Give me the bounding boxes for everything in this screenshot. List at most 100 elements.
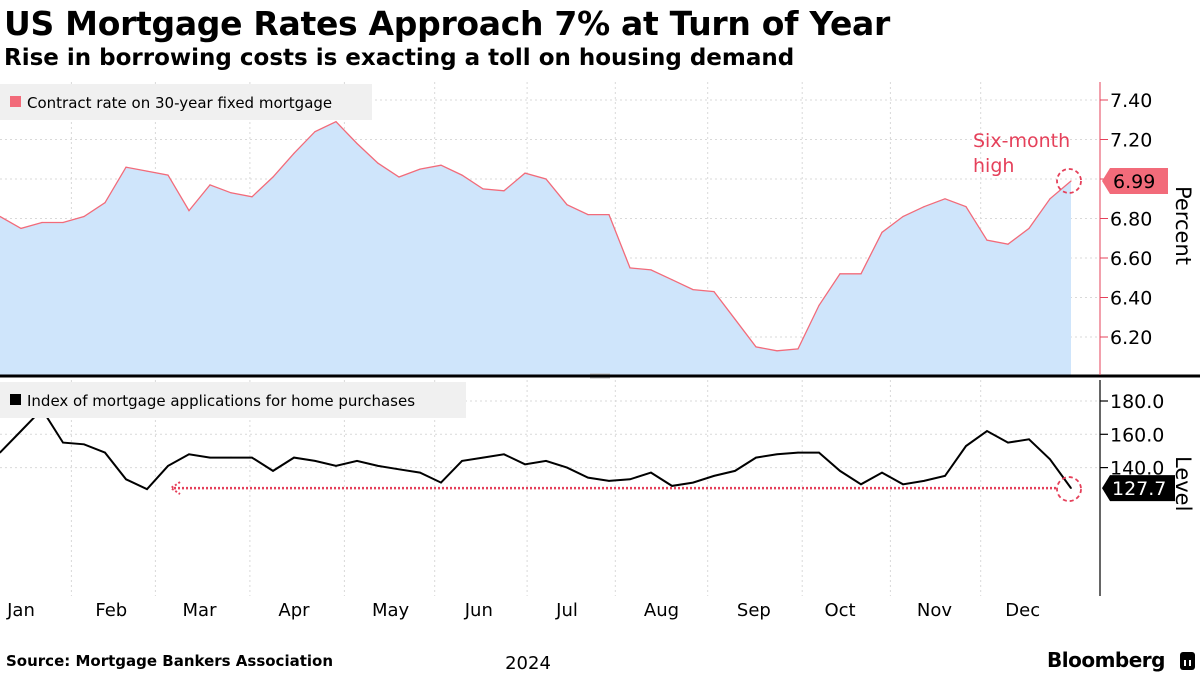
index-point-12 <box>251 456 253 459</box>
rate-point-21 <box>440 164 442 166</box>
rate-point-41 <box>860 273 862 275</box>
rate-point-5 <box>104 202 106 204</box>
month-label-may: May <box>372 600 410 621</box>
rate-point-12 <box>251 196 253 198</box>
index-point-49 <box>1028 438 1030 441</box>
rate-point-49 <box>1028 227 1030 229</box>
index-axis-title: Level <box>1171 456 1195 511</box>
index-point-50 <box>1049 458 1051 461</box>
index-legend-box <box>0 382 466 418</box>
rate-tick-label-5: 6.40 <box>1110 288 1152 310</box>
rate-point-39 <box>818 304 820 306</box>
index-point-41 <box>860 483 862 486</box>
rate-tick-label-1: 7.20 <box>1110 130 1152 152</box>
rate-point-51 <box>1070 180 1072 182</box>
index-point-40 <box>839 470 841 472</box>
rate-tick-label-3: 6.80 <box>1110 209 1152 231</box>
index-legend-label: Index of mortgage applications for home … <box>27 392 415 410</box>
rate-point-10 <box>209 184 211 186</box>
rate-point-11 <box>230 192 232 194</box>
month-label-oct: Oct <box>824 600 855 621</box>
index-point-17 <box>356 460 358 462</box>
index-point-34 <box>713 475 715 477</box>
index-point-45 <box>944 475 946 477</box>
index-point-13 <box>272 470 274 472</box>
index-point-19 <box>398 468 400 471</box>
rate-point-29 <box>608 214 610 216</box>
index-point-47 <box>986 430 988 432</box>
index-point-46 <box>965 445 967 447</box>
index-point-14 <box>293 456 295 459</box>
rate-point-46 <box>965 206 967 208</box>
rate-point-4 <box>83 215 85 218</box>
rate-area <box>0 121 1071 375</box>
rate-point-26 <box>545 178 547 180</box>
index-point-32 <box>671 485 673 487</box>
index-point-35 <box>734 470 736 472</box>
rate-point-2 <box>41 221 43 224</box>
index-point-51 <box>1070 487 1072 489</box>
index-point-3 <box>62 441 64 444</box>
rate-point-34 <box>713 291 715 293</box>
rate-tick-label-6: 6.20 <box>1110 327 1152 349</box>
index-point-44 <box>923 480 925 482</box>
index-point-11 <box>230 456 232 459</box>
index-legend: Index of mortgage applications for home … <box>0 382 466 418</box>
index-point-38 <box>797 451 799 454</box>
rate-point-16 <box>335 121 337 123</box>
index-point-4 <box>83 443 85 446</box>
month-label-dec: Dec <box>1005 600 1040 621</box>
index-point-23 <box>482 456 484 459</box>
rate-point-14 <box>293 152 295 154</box>
month-label-mar: Mar <box>183 600 218 621</box>
index-tick-label-2: 140.0 <box>1110 458 1164 480</box>
index-highlight-circle <box>1056 476 1082 502</box>
index-point-36 <box>755 456 757 459</box>
index-line <box>0 407 1072 491</box>
rate-point-17 <box>356 142 358 145</box>
rate-point-22 <box>461 174 463 176</box>
month-label-apr: Apr <box>278 600 310 621</box>
rate-point-18 <box>377 162 379 164</box>
rate-point-50 <box>1049 198 1051 200</box>
index-point-22 <box>461 460 463 462</box>
brand-icon <box>1180 652 1195 670</box>
index-point-42 <box>881 471 883 474</box>
index-tick-label-0: 180.0 <box>1110 391 1164 413</box>
index-tick-label-1: 160.0 <box>1110 424 1164 446</box>
month-label-nov: Nov <box>917 600 952 621</box>
brand-logo-text: Bloomberg <box>1047 648 1165 672</box>
axes <box>0 82 1200 596</box>
index-legend-swatch <box>10 394 21 405</box>
rate-point-33 <box>692 289 694 291</box>
index-point-48 <box>1007 441 1009 444</box>
rate-point-40 <box>839 273 841 275</box>
rate-point-32 <box>671 279 673 281</box>
index-point-28 <box>587 476 589 479</box>
rate-line <box>0 120 1072 352</box>
index-point-39 <box>818 451 820 454</box>
index-point-6 <box>125 478 127 481</box>
rate-point-44 <box>923 206 925 208</box>
rate-legend-box <box>0 84 372 120</box>
month-label-sep: Sep <box>737 600 771 621</box>
index-point-7 <box>146 488 148 491</box>
index-point-24 <box>503 453 505 456</box>
index-point-15 <box>314 460 316 462</box>
rate-point-19 <box>398 176 400 178</box>
index-point-30 <box>629 478 631 481</box>
month-label-jun: Jun <box>464 600 493 621</box>
rate-point-23 <box>482 188 484 190</box>
annotation-line-2: high <box>973 155 1014 177</box>
rate-point-42 <box>881 231 883 233</box>
year-label: 2024 <box>505 653 551 674</box>
rate-point-24 <box>503 190 505 192</box>
rate-point-45 <box>944 198 946 200</box>
rate-point-0 <box>0 215 1 218</box>
rate-legend-label: Contract rate on 30-year fixed mortgage <box>27 94 332 112</box>
index-point-10 <box>209 456 211 459</box>
index-point-33 <box>692 481 694 484</box>
month-label-feb: Feb <box>95 600 127 621</box>
index-point-43 <box>902 483 904 486</box>
index-point-8 <box>167 465 169 467</box>
